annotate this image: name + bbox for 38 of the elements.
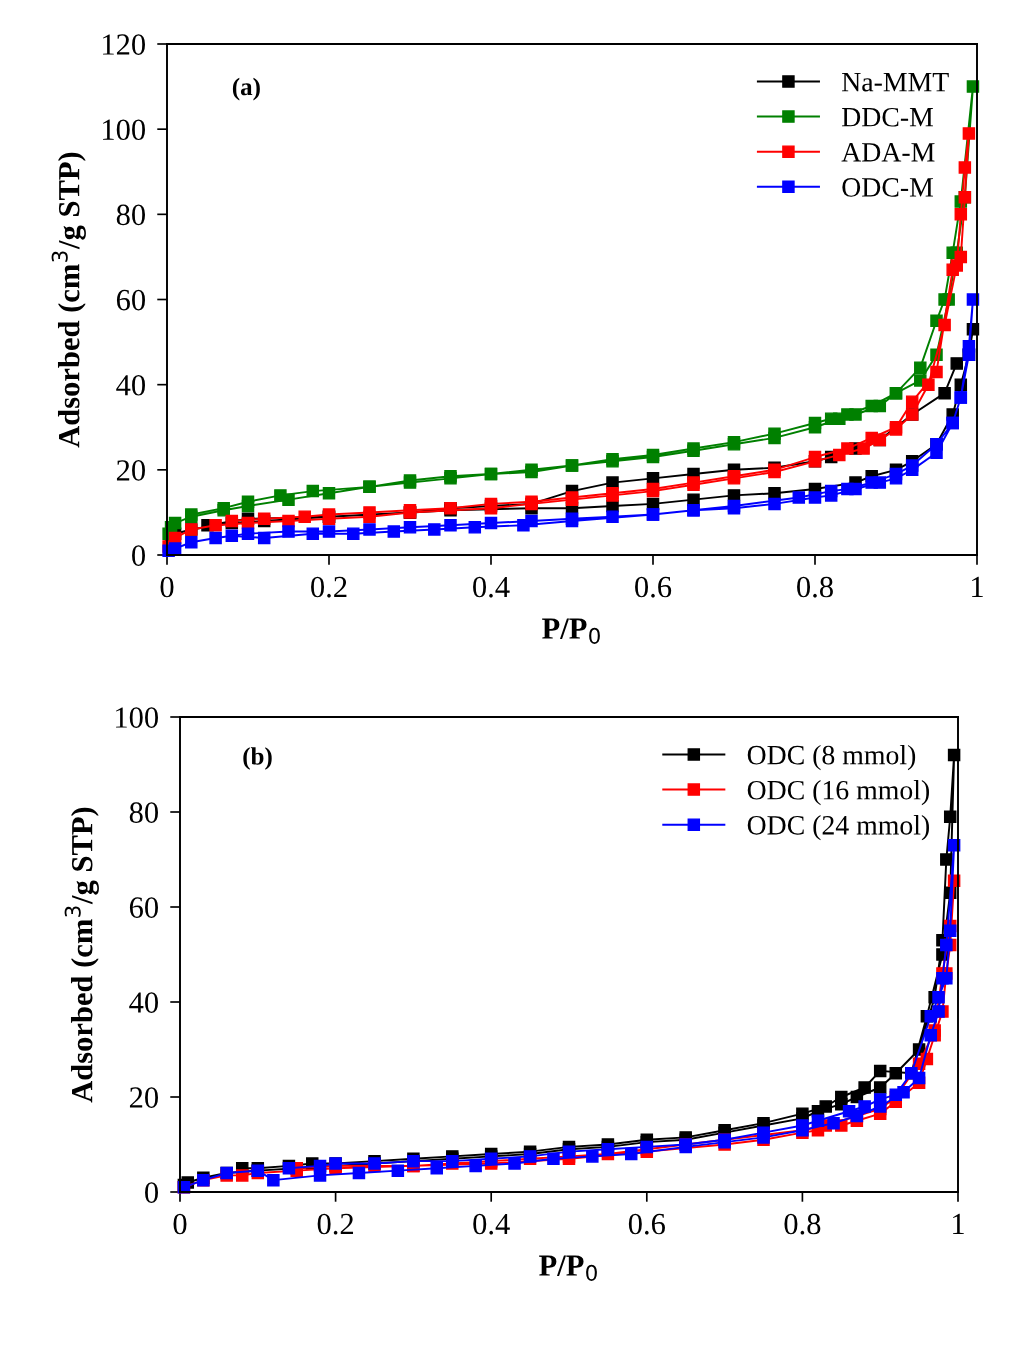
y-tick-label: 80	[129, 802, 158, 823]
legend-label: ODC (8 mmol)	[747, 744, 916, 771]
y-tick-label: 100	[103, 119, 145, 141]
annotation: (b)	[243, 747, 272, 770]
x-tick-label: 1	[972, 576, 983, 598]
legend-label: DDC-M	[842, 107, 933, 127]
x-tick-label: 1	[953, 1213, 964, 1235]
y-tick-label: 0	[132, 545, 145, 566]
annotation: (a)	[232, 77, 260, 101]
x-tick-label: 0.4	[473, 1213, 510, 1235]
x-tick-label: 0.2	[317, 1213, 354, 1235]
y-tick-label: 20	[116, 460, 145, 481]
y-tick-label: 120	[103, 34, 145, 55]
legend-label: ODC (16 mmol)	[747, 780, 929, 806]
y-tick-label: 20	[129, 1087, 158, 1108]
legend-label: ODC-M	[842, 178, 933, 197]
x-axis-title: P/P$_{0}$	[542, 618, 600, 644]
x-tick-label: 0	[160, 576, 174, 598]
y-axis-title: Adsorbed (cm$^{3}$/g STP)	[64, 807, 99, 1103]
legend-label: ADA-M	[841, 143, 935, 162]
y-tick-label: 100	[116, 707, 158, 728]
y-tick-label: 80	[116, 204, 145, 226]
x-tick-label: 0.6	[635, 576, 672, 598]
y-tick-label: 0	[145, 1182, 158, 1203]
legend-label: Na-MMT	[842, 73, 949, 92]
x-tick-label: 0.4	[473, 576, 510, 598]
legend-label: ODC (24 mmol)	[747, 815, 929, 841]
y-tick-label: 60	[129, 897, 158, 918]
y-axis-title: Adsorbed (cm$^{3}$/g STP)	[51, 152, 86, 448]
x-tick-label: 0.6	[628, 1213, 665, 1235]
x-tick-label: 0.2	[311, 576, 347, 598]
y-tick-label: 40	[129, 992, 158, 1013]
x-tick-label: 0	[173, 1213, 187, 1235]
x-tick-label: 0.8	[797, 576, 833, 598]
x-axis-title: P/P$_{0}$	[539, 1255, 597, 1281]
y-tick-label: 40	[116, 374, 145, 396]
y-tick-label: 60	[116, 289, 145, 311]
x-tick-label: 0.8	[784, 1213, 821, 1235]
